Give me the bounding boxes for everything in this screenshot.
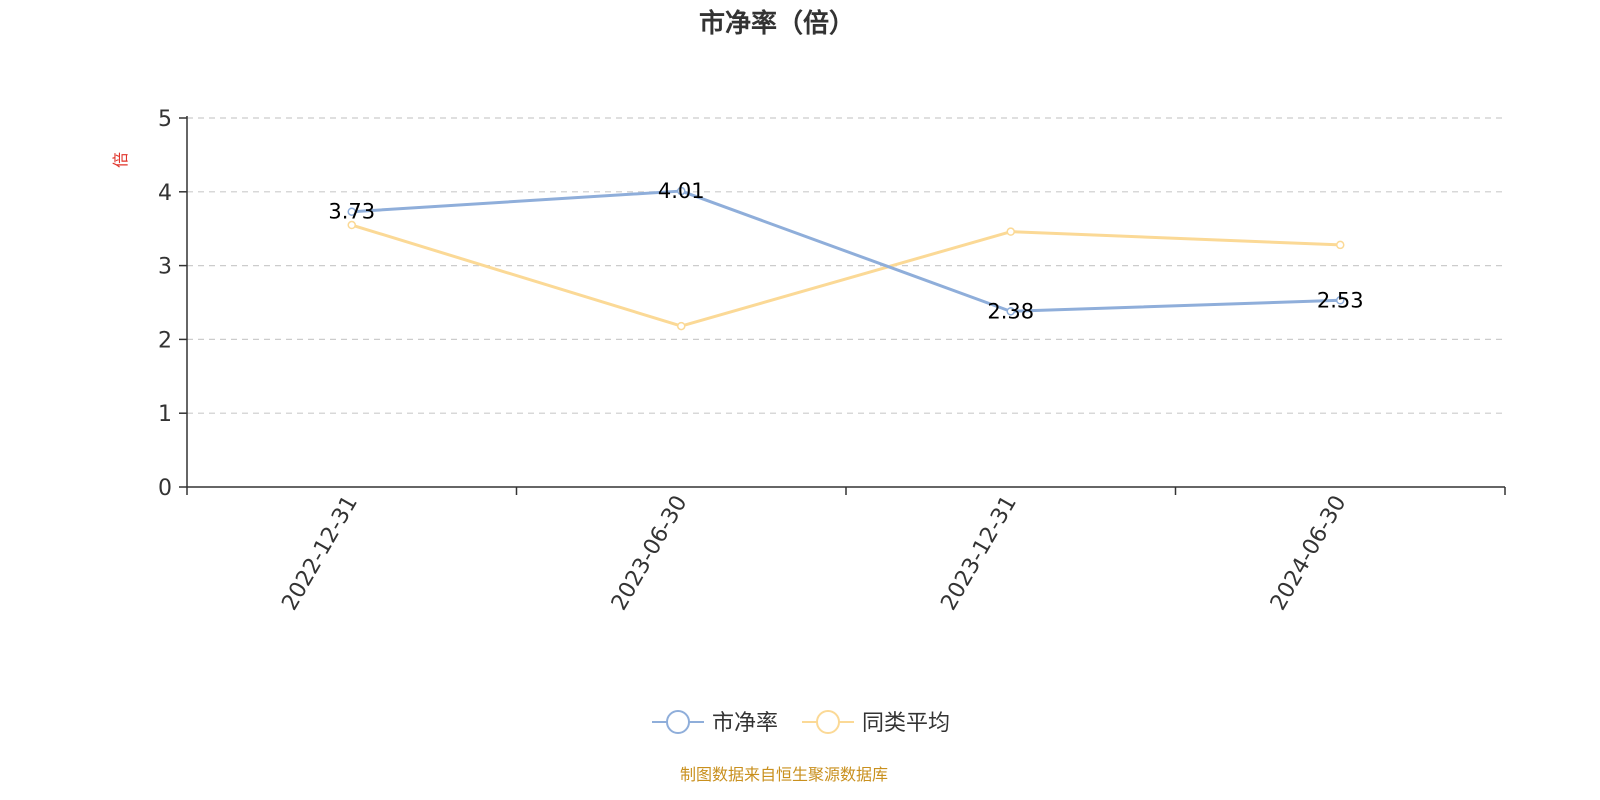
data-point <box>1006 227 1015 236</box>
y-tick-label: 5 <box>158 107 172 132</box>
data-label: 2.38 <box>987 299 1034 323</box>
y-tick-label: 3 <box>158 255 172 280</box>
legend-label: 市净率 <box>712 711 778 736</box>
legend-circle-icon <box>666 710 690 734</box>
grid-lines <box>187 117 1505 414</box>
data-label: 4.01 <box>658 179 705 203</box>
y-tick-label: 0 <box>158 476 172 501</box>
data-point <box>677 186 686 196</box>
data-point <box>347 207 356 216</box>
y-tick-label: 2 <box>158 328 172 353</box>
x-tick-label: 2024-06-30 <box>1266 492 1352 615</box>
data-label: 3.73 <box>328 200 375 224</box>
series-lines <box>347 186 1345 331</box>
y-tick-label: 1 <box>158 402 172 427</box>
data-point <box>677 321 686 331</box>
data-point <box>1006 307 1015 316</box>
x-tick-label: 2023-06-30 <box>607 492 693 615</box>
data-point <box>347 220 356 230</box>
axes: 0 1 2 3 4 5 2022-12-31 2023-06-30 2023-12-31 2024… <box>158 107 1506 615</box>
legend-item[interactable]: 同类平均 <box>802 710 950 736</box>
y-tick-label: 4 <box>158 181 172 206</box>
chart-title: 市净率（倍） <box>699 8 855 39</box>
series-line <box>350 189 1342 313</box>
legend[interactable]: 市净率 同类平均 <box>652 710 950 736</box>
x-tick-label: 2022-12-31 <box>277 492 363 615</box>
series-line <box>350 223 1342 328</box>
y-axis-unit-label: 倍 <box>111 152 130 168</box>
legend-circle-icon <box>816 710 840 734</box>
legend-label: 同类平均 <box>862 711 950 736</box>
data-labels: 3.73 4.01 2.38 2.53 <box>328 179 1363 323</box>
data-label: 2.53 <box>1317 288 1364 312</box>
legend-item[interactable]: 市净率 <box>652 710 778 736</box>
data-point <box>1336 240 1345 250</box>
source-note: 制图数据来自恒生聚源数据库 <box>680 765 888 784</box>
data-point <box>1336 296 1345 305</box>
x-tick-label: 2023-12-31 <box>936 492 1022 615</box>
